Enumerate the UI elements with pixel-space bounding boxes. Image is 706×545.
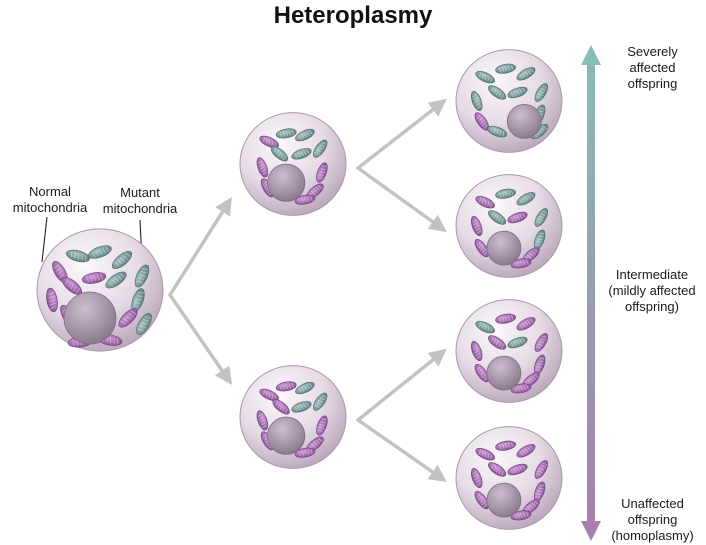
normal-mitochondrion [316,415,328,436]
normal-mitochondrion [256,410,269,431]
mutant-mitochondrion [507,336,528,349]
normal-mitochondrion [256,157,269,178]
mutant-mitochondrion [475,71,495,84]
arrow-to-upper-cell [168,197,232,297]
arrow-to-cell-c [356,348,447,422]
mutant-mitochondrion [507,86,528,99]
scale-label-severe: Severely affected offspring [627,44,678,91]
mutant-mitochondrion [516,192,536,206]
normal-mitochondrion [533,354,546,375]
mutant-mitochondrion [134,264,150,288]
normal-mitochondrion [470,215,483,237]
mutant-mitochondrion [533,229,546,250]
mutant-mitochondrion [495,188,516,199]
arrow-to-cell-b [356,166,447,233]
normal-mitochondrion [516,444,536,458]
normal-mitochondrion [306,183,324,199]
normal-mitochondrion [470,340,483,362]
mutant-mitochondrion [470,90,483,112]
normal-mitochondrion [522,499,540,515]
nucleus [486,355,522,391]
normal-mitochondrion [306,436,324,452]
arrow-to-cell-d [356,418,447,483]
normal-mitochondrion [488,335,507,350]
nucleus [486,482,522,518]
offspring-cell-mid1 [455,174,563,278]
mutant-mitochondrion [295,128,315,142]
mutant-mitochondrion [291,148,312,160]
offspring-cell-severe [455,49,563,153]
normal-mitochondrion [81,272,107,284]
cells-layer [36,49,563,530]
normal-mitochondrion [316,162,328,183]
mutant-mitochondrion [534,208,548,227]
normal-mitochondrion [534,460,548,479]
normal-mitochondrion [46,287,58,313]
scale-label-intermediate: Intermediate (mildly affected offspring) [608,267,696,314]
normal-mitochondrion [507,463,528,476]
normal-mitochondrion [510,510,532,521]
normal-mitochondrion [474,239,489,258]
mutant-mitochondrion [88,245,112,259]
offspring-cell-unaffected [455,426,563,530]
mutant-mitochondrion [291,401,312,413]
nucleus [506,104,542,139]
mutant-mitochondrion [270,146,289,162]
normal-mitochondrion [259,388,279,402]
nucleus [267,416,306,455]
normal-mitochondrion [507,211,528,224]
mutant-mitochondrion [488,210,507,225]
normal-mitochondrion [495,313,516,324]
normal-mitochondrion [495,440,516,451]
normal-mitochondrion [470,467,483,489]
normal-mitochondrion [510,258,532,269]
normal-mitochondrion [475,448,495,461]
normal-mitochondrion [475,196,495,209]
parent-cell [36,228,164,352]
normal-mitochondrion [510,383,532,394]
mutant-mitochondrion [105,271,127,289]
middle-cell-lower [239,365,347,469]
mutant-mitochondrion [66,249,90,263]
mutant-mitochondrion [516,67,536,81]
arrow-to-lower-cell [168,293,232,385]
arrow-to-cell-a [356,98,447,170]
mutant-mitochondrion [111,251,133,269]
normal-mitochondrion [534,333,548,352]
severity-scale-arrow [581,45,601,541]
branch-arrows [168,98,447,483]
normal-mitochondrion [294,194,316,205]
normal-mitochondrion [259,135,279,149]
nucleus [63,291,117,345]
normal-mitochondrion [474,491,489,510]
middle-cell-upper [239,112,347,216]
normal-mitochondrion [275,381,297,392]
mutant-mitochondrion [136,312,152,336]
mutant-mitochondrion [488,85,507,100]
offspring-cell-mid2 [455,299,563,403]
diagram-title: Heteroplasmy [273,2,433,29]
nucleus [486,230,522,266]
mutant-mitochondrion [313,392,328,411]
mutant-mitochondrion [275,128,297,139]
mutant-mitochondrion [313,139,328,158]
mutant-mitochondrion [475,321,495,334]
normal-mitochondrion [516,317,536,331]
mutant-mitochondrion [295,381,315,395]
normal-mitochondrion [294,447,316,458]
scale-label-unaffected: Unaffected offspring (homoplasmy) [611,496,694,543]
normal-mitochondria-label: Normal mitochondria [12,184,88,215]
mutant-mitochondrion [495,63,516,74]
normal-mitochondrion [118,308,138,328]
normal-mitochondrion [474,364,489,383]
normal-mitochondrion [272,399,290,415]
mutant-mitochondria-label: Mutant mitochondria [102,185,178,216]
nucleus [267,163,306,202]
mutant-mitochondrion [487,125,508,138]
mutant-mitochondrion [534,83,548,102]
normal-mitochondrion [488,462,507,477]
